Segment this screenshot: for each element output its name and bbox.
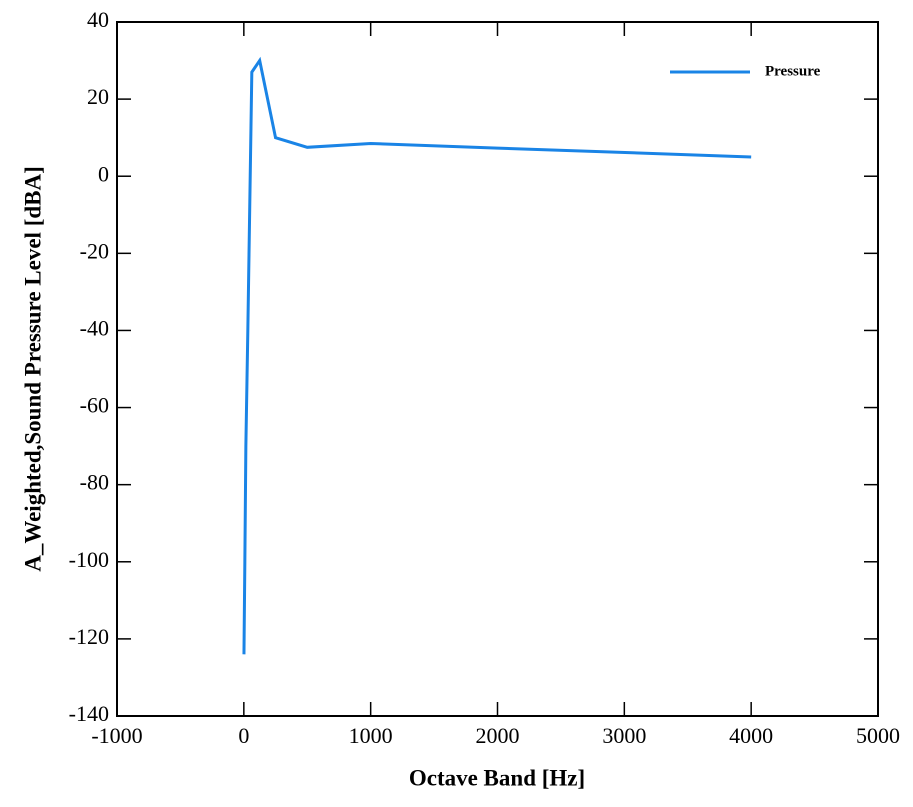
y-tick-label: -60 <box>80 393 109 418</box>
x-tick-label: 0 <box>238 723 249 748</box>
plot-frame <box>116 21 879 717</box>
x-axis-label: Octave Band [Hz] <box>409 765 585 790</box>
y-tick-label: -20 <box>80 238 109 263</box>
y-tick-label: -120 <box>69 624 109 649</box>
y-tick-label: -80 <box>80 470 109 495</box>
y-tick-label: -100 <box>69 547 109 572</box>
x-tick-label: 4000 <box>729 723 773 748</box>
x-tick-label: 5000 <box>856 723 900 748</box>
x-tick-label: -1000 <box>91 723 142 748</box>
x-tick-label: 3000 <box>602 723 646 748</box>
legend-label: Pressure <box>765 63 821 79</box>
y-tick-label: 0 <box>98 161 109 186</box>
y-axis-label: A_Weighted,Sound Pressure Level [dBA] <box>20 166 45 572</box>
y-tick-label: 40 <box>87 7 109 32</box>
y-tick-label: -140 <box>69 701 109 726</box>
y-tick-label: 20 <box>87 84 109 109</box>
y-tick-label: -40 <box>80 315 109 340</box>
data-line <box>242 56 752 655</box>
x-tick-label: 1000 <box>349 723 393 748</box>
x-tick-label: 2000 <box>476 723 520 748</box>
